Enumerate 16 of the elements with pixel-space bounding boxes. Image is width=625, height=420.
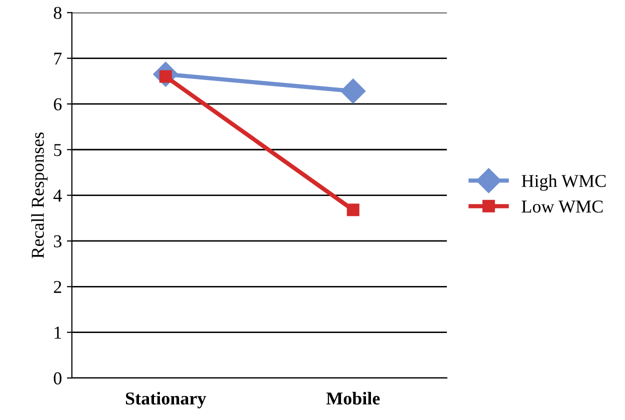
point [340, 78, 366, 104]
y-tick-label: 8 [54, 6, 62, 20]
x-tick-label: Stationary [126, 392, 206, 408]
y-tick-label: 7 [54, 52, 62, 65]
y-tick-label: 5 [54, 144, 62, 156]
y-tick-label: 1 [54, 326, 62, 339]
y-tick-label: 4 [53, 190, 62, 202]
legend-label: Low WMC [522, 200, 603, 213]
x-tick-label: Mobile [326, 392, 380, 405]
y-tick-label: 0 [54, 372, 62, 384]
point [346, 204, 360, 216]
y-tick-label: 6 [54, 98, 62, 110]
y-tick-label: 2 [54, 280, 62, 293]
y-tick-label: 3 [54, 235, 62, 248]
legend-label: High WMC [522, 174, 606, 191]
y-axis-title: Recall Responses [31, 132, 48, 258]
